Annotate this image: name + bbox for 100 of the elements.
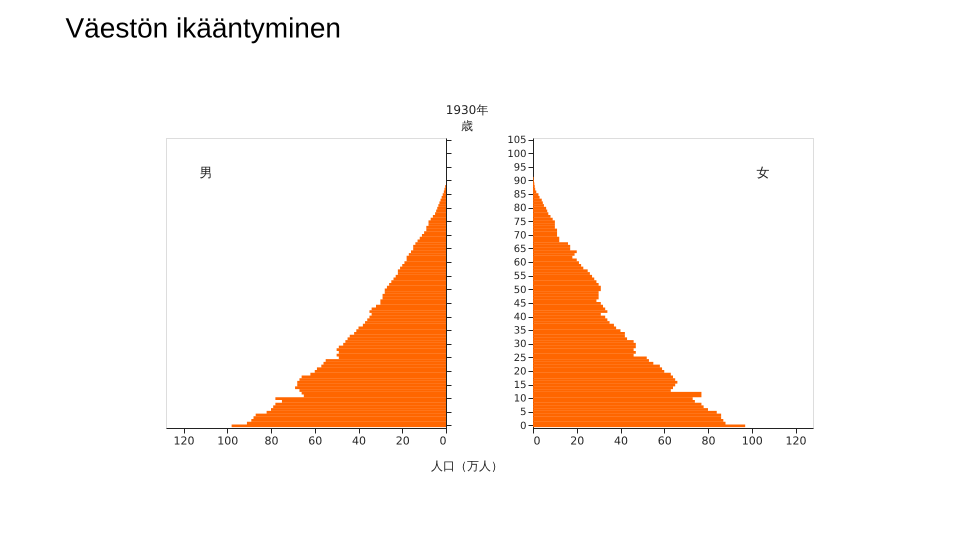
x-tick-label: 40: [352, 434, 366, 448]
bar: [533, 307, 606, 310]
bar: [533, 250, 577, 254]
bar: [251, 419, 446, 422]
bar: [533, 316, 606, 318]
bar: [382, 296, 446, 300]
y-tick-label: 50: [514, 284, 526, 296]
bar: [442, 193, 446, 196]
bar: [533, 386, 673, 390]
bar: [362, 324, 446, 327]
bar: [297, 384, 446, 386]
bar: [389, 283, 446, 286]
bar: [299, 378, 446, 381]
text: 女: [756, 166, 770, 181]
bar: [275, 402, 446, 406]
bar: [533, 356, 647, 360]
bar: [326, 359, 446, 362]
x-tick-label: 120: [786, 434, 806, 448]
bar: [533, 318, 608, 322]
bar: [295, 386, 446, 390]
y-tick-label: 95: [514, 162, 526, 174]
bar: [382, 294, 446, 297]
bar: [533, 266, 584, 270]
bar: [533, 346, 636, 348]
y-tick-label: 45: [514, 298, 526, 310]
bar: [533, 234, 558, 237]
bar: [345, 340, 446, 343]
bar: [533, 310, 608, 313]
bar: [533, 351, 636, 354]
bar: [254, 416, 446, 420]
y-tick-label: 5: [520, 407, 526, 418]
bar: [369, 310, 446, 313]
bar: [350, 334, 446, 338]
bar: [380, 299, 446, 302]
bar: [533, 204, 544, 207]
bar: [533, 218, 553, 220]
bar: [428, 223, 446, 226]
bar: [533, 190, 536, 194]
bar: [356, 329, 446, 332]
y-tick-label: 10: [514, 394, 526, 405]
bar: [533, 392, 702, 395]
chart-title: Väestön ikääntyminen: [66, 12, 342, 44]
y-tick-label: 25: [514, 352, 526, 364]
bar: [426, 228, 446, 232]
y-axis-title: 歳: [461, 119, 473, 133]
bar: [394, 278, 446, 280]
bar: [533, 210, 548, 212]
bar: [391, 280, 446, 283]
y-tick-label: 70: [514, 230, 526, 242]
bar: [533, 231, 558, 234]
bar: [384, 291, 446, 294]
bar: [398, 272, 446, 275]
bar: [533, 286, 601, 288]
bar: [343, 342, 446, 346]
bar: [402, 264, 446, 267]
bar: [372, 312, 446, 316]
bar: [533, 372, 671, 376]
bar: [336, 354, 446, 356]
bar: [365, 321, 446, 324]
bar: [533, 280, 596, 283]
bar: [533, 348, 634, 352]
x-tick-label: 0: [534, 434, 540, 448]
bar: [338, 346, 446, 348]
bar: [533, 212, 548, 215]
y-tick-label: 105: [507, 135, 526, 146]
bar: [408, 253, 446, 256]
bar: [533, 244, 570, 248]
y-tick-label: 85: [514, 190, 526, 201]
bar: [533, 296, 599, 300]
bar: [275, 397, 446, 400]
bar: [428, 220, 446, 224]
bar: [273, 405, 446, 408]
bar: [533, 378, 676, 381]
bar: [533, 272, 590, 275]
bar: [533, 236, 560, 240]
bar: [533, 269, 588, 272]
bar: [533, 394, 702, 398]
bar: [432, 214, 446, 218]
bar: [406, 258, 446, 262]
bar: [400, 266, 446, 270]
x-tick-label: 80: [702, 434, 716, 448]
y-tick-label: 30: [514, 339, 526, 350]
bar: [415, 242, 446, 245]
bar: [440, 198, 446, 202]
bar: [533, 342, 636, 346]
y-tick-label: 0: [520, 420, 526, 432]
y-tick-label: 40: [514, 312, 526, 324]
bar: [533, 206, 546, 210]
bar: [232, 424, 446, 428]
bar: [424, 231, 446, 234]
bar: [426, 226, 446, 229]
bar: [396, 274, 446, 278]
y-tick-label: 60: [514, 258, 526, 269]
y-tick-label: 35: [514, 326, 526, 337]
x-tick-label: 20: [396, 434, 410, 448]
y-tick-label: 80: [514, 203, 526, 214]
bar: [533, 283, 599, 286]
bar: [533, 242, 568, 245]
bar: [533, 214, 550, 218]
bar: [297, 380, 446, 384]
